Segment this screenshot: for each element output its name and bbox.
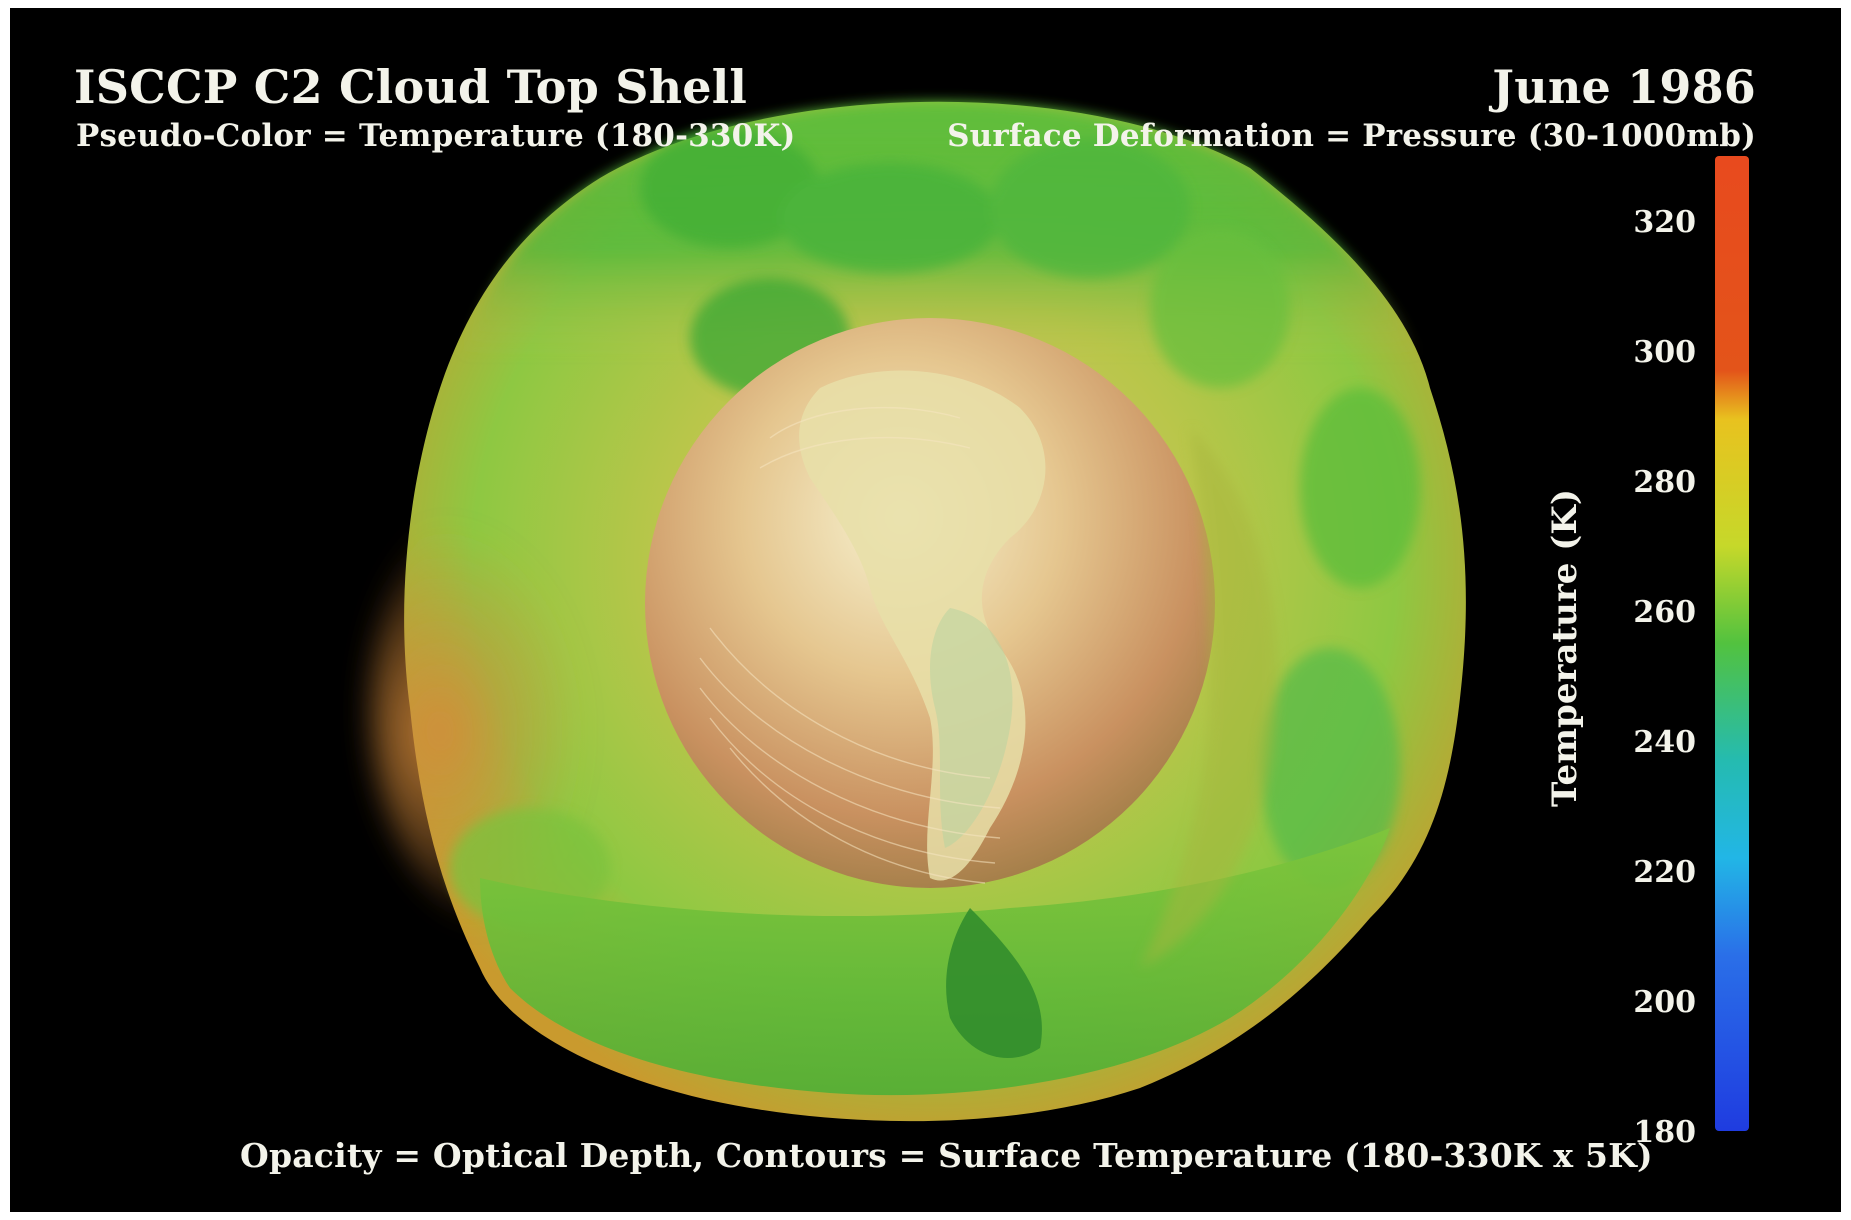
americas-highlight xyxy=(930,608,1013,848)
colorbar-tick: 260 xyxy=(1633,595,1696,630)
colorbar-tick: 200 xyxy=(1633,985,1696,1020)
opacity-caption: Opacity = Optical Depth, Contours = Surf… xyxy=(240,1136,1653,1175)
cloud-texture xyxy=(450,128,1420,928)
figure-title: ISCCP C2 Cloud Top Shell xyxy=(74,60,748,114)
colorbar-tick: 240 xyxy=(1633,725,1696,760)
colorbar-label: Temperature (K) xyxy=(1545,489,1585,807)
surface-contours xyxy=(699,406,1001,884)
cloud-shell-left-warm xyxy=(370,478,690,938)
colorbar-tick: 320 xyxy=(1633,205,1696,240)
cloud-shell-lower-band xyxy=(480,828,1390,1096)
surface-deformation-caption: Surface Deformation = Pressure (30-1000m… xyxy=(947,118,1756,154)
colorbar-tick: 220 xyxy=(1633,855,1696,890)
pseudo-color-caption: Pseudo-Color = Temperature (180-330K) xyxy=(76,118,796,154)
cloud-shell-visualization xyxy=(370,101,1749,1131)
date-label: June 1986 xyxy=(1492,60,1756,114)
colorbar-tick: 280 xyxy=(1633,465,1696,500)
cloud-shell-right-shade xyxy=(1140,428,1278,968)
temperature-colorbar xyxy=(1715,156,1749,1131)
cloud-shell-notch xyxy=(946,908,1042,1058)
visualization-frame: ISCCP C2 Cloud Top Shell Pseudo-Color = … xyxy=(10,8,1841,1212)
colorbar-tick: 300 xyxy=(1633,335,1696,370)
colorbar-tick: 180 xyxy=(1633,1115,1696,1150)
